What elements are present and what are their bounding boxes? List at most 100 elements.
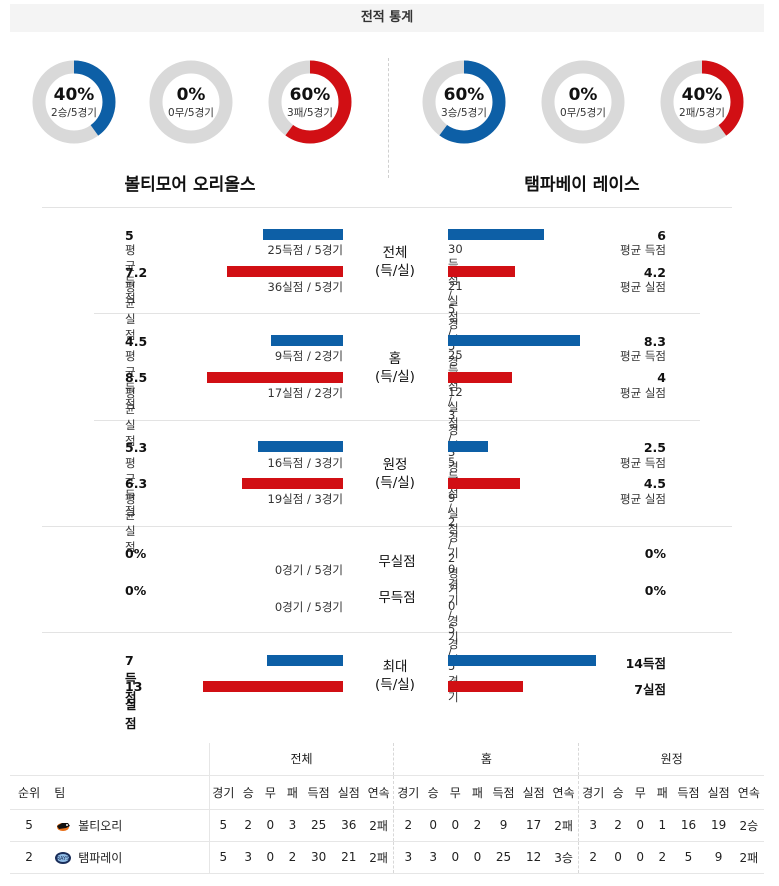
cell: 2 [578, 841, 608, 874]
cell: 0 [444, 841, 467, 874]
donut-detail: 2패/5경기 [679, 107, 725, 119]
col-rank: 순위 [10, 775, 49, 810]
cell: 3 [237, 841, 260, 874]
left-avg-allowed-label: 평균 실점 [125, 280, 136, 342]
col-streak: 연속 [733, 775, 764, 810]
cell: 2 [607, 809, 630, 842]
left-max-scored: 7득점 [125, 653, 137, 705]
left-scored-bar [271, 335, 343, 346]
right-avg-scored: 8.3 [643, 334, 666, 349]
cell: 2 [281, 841, 304, 874]
donut-percent: 60% [289, 85, 331, 105]
cell: 2패 [363, 841, 395, 874]
table-header-row: 순위 팀 경기 승 무 패 득점 실점 연속 경기 승 무 패 득점 실점 연속… [10, 775, 764, 810]
cell: 25 [488, 841, 519, 874]
left-scored-detail: 16득점 / 3경기 [267, 456, 343, 470]
right-avg-scored: 2.5 [643, 440, 666, 455]
cell: 3승 [548, 841, 580, 874]
divider [94, 420, 700, 421]
divider [42, 526, 732, 527]
section-sublabel: (득/실) [375, 263, 415, 279]
cell: 0 [259, 841, 282, 874]
left-avg-allowed: 6.3 [125, 476, 148, 491]
cell: 3 [578, 809, 608, 842]
donut-detail: 2승/5경기 [51, 107, 97, 119]
col-runs-allowed: 실점 [333, 775, 364, 810]
left-max-allowed: 13실점 [125, 679, 143, 731]
cell: 0 [259, 809, 282, 842]
divider [42, 207, 732, 208]
left-scored-bar [258, 441, 343, 452]
left-no-runs-allowed-pct: 0% [125, 546, 147, 561]
team-cell[interactable]: RAYS 탬파레이 [48, 841, 210, 874]
left-allowed-detail: 17실점 / 2경기 [267, 386, 343, 400]
right-allowed-bar [448, 266, 515, 277]
right-avg-allowed-label: 평균 실점 [620, 492, 666, 506]
col-wins: 승 [422, 775, 445, 810]
col-wins: 승 [237, 775, 260, 810]
cell: 12 [518, 841, 549, 874]
right-avg-allowed: 4 [657, 370, 666, 385]
left-no-runs-allowed-detail: 0경기 / 5경기 [274, 563, 343, 577]
team-cell[interactable]: 볼티오리 [48, 809, 210, 842]
cell: 5 [673, 841, 704, 874]
donut-percent: 0% [176, 85, 206, 105]
col-games: 경기 [209, 775, 238, 810]
col-runs-scored: 득점 [303, 775, 334, 810]
donut-left-draw: 0% 0무/5경기 [148, 59, 234, 149]
label-no-runs-allowed: 무실점 [378, 554, 416, 570]
cell: 0 [466, 841, 489, 874]
group-header-home: 홈 [393, 743, 580, 776]
section-title: 전적 통계 [10, 4, 764, 32]
left-allowed-detail: 36실점 / 5경기 [267, 280, 343, 294]
left-avg-scored: 5 [125, 228, 134, 243]
right-team-name: 탬파베이 레이스 [524, 175, 640, 195]
right-scored-bar [448, 229, 544, 240]
right-avg-allowed-label: 평균 실점 [620, 280, 666, 294]
donut-chart [541, 60, 625, 144]
left-allowed-bar [207, 372, 343, 383]
cell: 2 [651, 841, 674, 874]
cell: 5 [209, 809, 238, 842]
col-losses: 패 [466, 775, 489, 810]
donut-right-loss: 40% 2패/5경기 [659, 59, 745, 149]
left-allowed-detail: 19실점 / 3경기 [267, 492, 343, 506]
right-avg-allowed-label: 평균 실점 [620, 386, 666, 400]
col-runs-allowed: 실점 [703, 775, 734, 810]
right-scored-detail: 5득점 / 2경기 [448, 455, 459, 560]
donut-percent: 60% [443, 85, 485, 105]
col-streak: 연속 [363, 775, 395, 810]
donut-detail: 3승/5경기 [441, 107, 487, 119]
col-team: 팀 [48, 775, 210, 810]
left-max-allowed-bar [203, 681, 343, 692]
left-max-scored-bar [267, 655, 343, 666]
col-draws: 무 [444, 775, 467, 810]
col-games: 경기 [393, 775, 423, 810]
cell: 3 [281, 809, 304, 842]
divider [94, 313, 700, 314]
label-no-runs-scored: 무득점 [378, 590, 416, 606]
left-scored-detail: 25득점 / 5경기 [267, 243, 343, 257]
cell: 3 [422, 841, 445, 874]
donut-percent: 40% [681, 85, 723, 105]
left-avg-allowed-label: 평균 실점 [125, 492, 136, 554]
cell: 21 [333, 841, 364, 874]
right-avg-scored: 6 [657, 228, 666, 243]
cell: 25 [303, 809, 334, 842]
cell: 0 [607, 841, 630, 874]
left-avg-allowed-label: 평균 실점 [125, 386, 136, 448]
donut-percent: 0% [568, 85, 598, 105]
rank: 5 [10, 809, 49, 842]
col-wins: 승 [607, 775, 630, 810]
table-group-header-row: 전체 홈 원정 [10, 743, 764, 776]
left-avg-scored-label: 평균 득점 [125, 456, 136, 518]
cell: 2패 [548, 809, 580, 842]
col-streak: 연속 [548, 775, 580, 810]
left-scored-bar [263, 229, 343, 240]
team-name: 볼티오리 [78, 818, 123, 833]
right-no-runs-scored-pct: 0% [644, 583, 666, 598]
cell: 19 [703, 809, 734, 842]
donut-right-win: 60% 3승/5경기 [421, 59, 507, 149]
right-no-runs-allowed-pct: 0% [644, 546, 666, 561]
section-sublabel: (득/실) [375, 677, 415, 693]
